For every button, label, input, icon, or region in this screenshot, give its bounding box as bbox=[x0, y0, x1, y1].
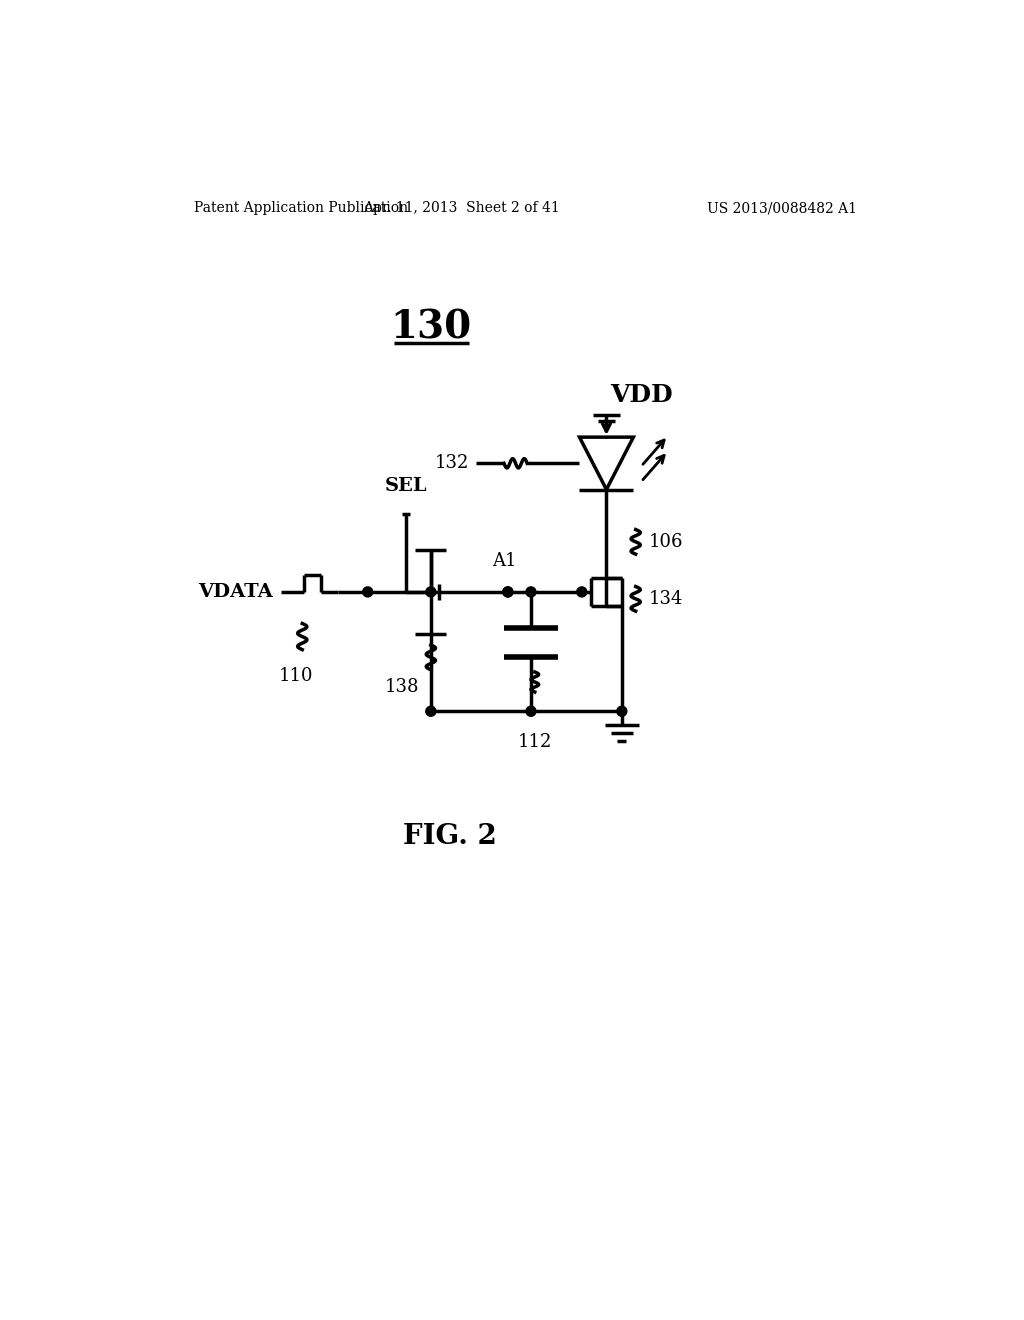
Text: 112: 112 bbox=[517, 733, 552, 751]
Text: 132: 132 bbox=[435, 454, 469, 473]
Circle shape bbox=[616, 706, 627, 717]
Text: 106: 106 bbox=[649, 533, 683, 550]
Circle shape bbox=[503, 587, 513, 597]
Circle shape bbox=[426, 587, 436, 597]
Circle shape bbox=[526, 706, 536, 717]
Circle shape bbox=[526, 587, 536, 597]
Text: US 2013/0088482 A1: US 2013/0088482 A1 bbox=[707, 202, 856, 215]
Text: SEL: SEL bbox=[385, 477, 427, 495]
Text: FIG. 2: FIG. 2 bbox=[403, 822, 497, 850]
Text: 130: 130 bbox=[390, 309, 471, 347]
Text: A1: A1 bbox=[492, 552, 516, 570]
Circle shape bbox=[503, 587, 513, 597]
Text: VDATA: VDATA bbox=[199, 583, 273, 601]
Text: Apr. 11, 2013  Sheet 2 of 41: Apr. 11, 2013 Sheet 2 of 41 bbox=[364, 202, 560, 215]
Circle shape bbox=[577, 587, 587, 597]
Text: Patent Application Publication: Patent Application Publication bbox=[194, 202, 408, 215]
Text: VDD: VDD bbox=[610, 383, 673, 407]
Circle shape bbox=[426, 706, 436, 717]
Circle shape bbox=[362, 587, 373, 597]
Text: 134: 134 bbox=[649, 590, 683, 607]
Text: 138: 138 bbox=[385, 677, 419, 696]
Text: 110: 110 bbox=[279, 668, 313, 685]
